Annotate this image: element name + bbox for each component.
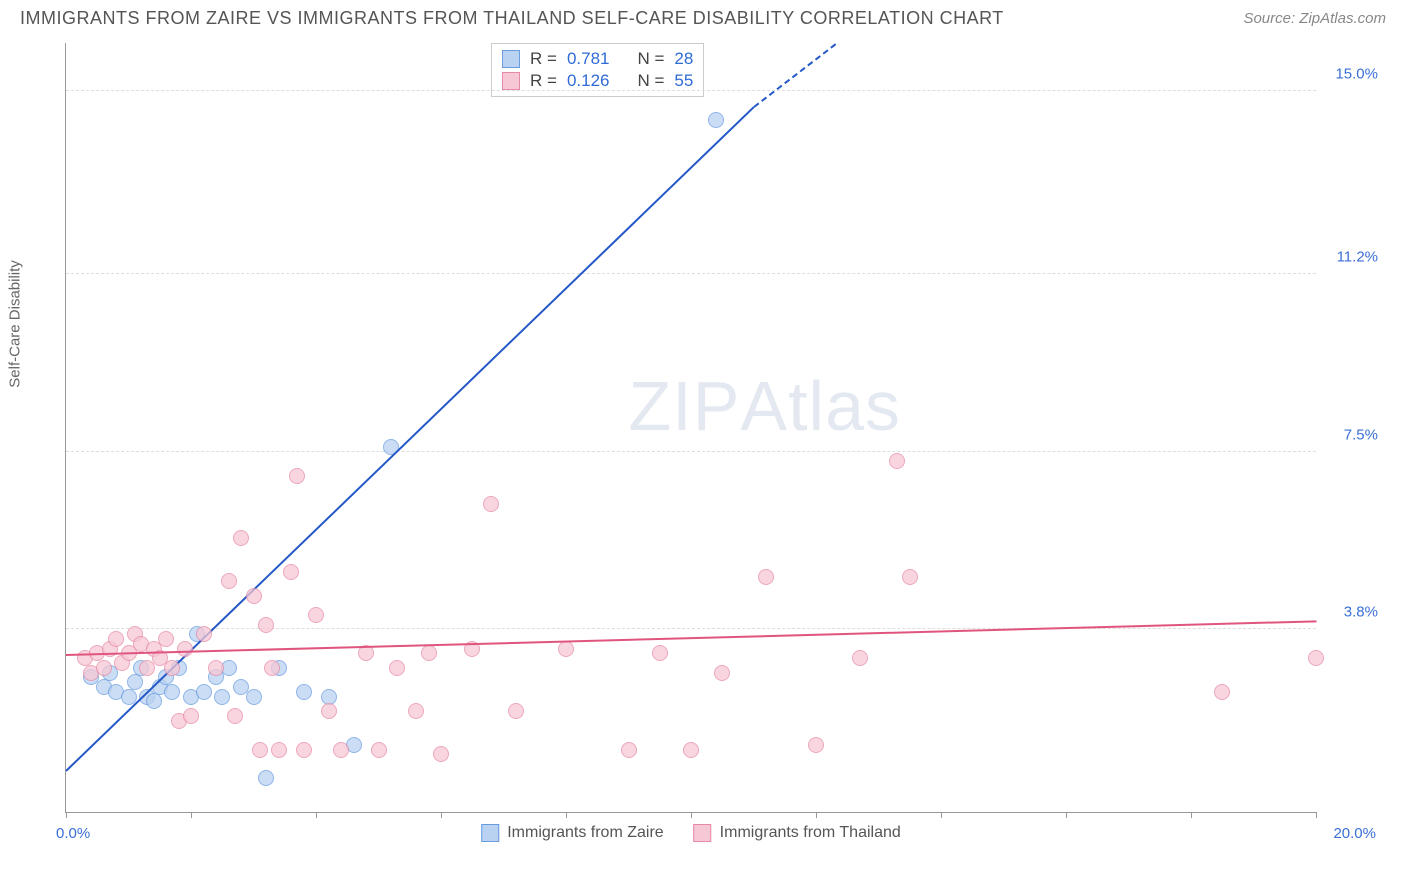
legend-swatch xyxy=(502,50,520,68)
data-point xyxy=(889,453,905,469)
n-label: N = xyxy=(637,71,664,91)
y-tick-label: 7.5% xyxy=(1344,426,1378,443)
data-point xyxy=(389,660,405,676)
y-tick-label: 15.0% xyxy=(1335,66,1378,83)
data-point xyxy=(258,770,274,786)
data-point xyxy=(621,742,637,758)
y-tick-label: 3.8% xyxy=(1344,604,1378,621)
data-point xyxy=(227,708,243,724)
data-point xyxy=(183,708,199,724)
legend-swatch xyxy=(502,72,520,90)
x-tick xyxy=(316,812,317,818)
data-point xyxy=(252,742,268,758)
correlation-legend: R = 0.781 N = 28 R = 0.126 N = 55 xyxy=(491,43,704,97)
data-point xyxy=(146,693,162,709)
x-tick xyxy=(191,812,192,818)
data-point xyxy=(758,569,774,585)
scatter-plot: ZIPAtlas R =0.781N =28R =0.126N =55 Immi… xyxy=(65,43,1316,813)
data-point xyxy=(652,645,668,661)
watermark: ZIPAtlas xyxy=(629,366,902,446)
legend-label: Immigrants from Zaire xyxy=(507,824,663,842)
data-point xyxy=(296,742,312,758)
x-min-label: 0.0% xyxy=(56,825,90,842)
data-point xyxy=(221,573,237,589)
n-value: 28 xyxy=(674,49,693,69)
x-tick xyxy=(66,812,67,818)
data-point xyxy=(483,496,499,512)
data-point xyxy=(508,703,524,719)
legend-swatch xyxy=(694,824,712,842)
chart-area: Self-Care Disability ZIPAtlas R =0.781N … xyxy=(20,33,1386,853)
legend-label: Immigrants from Thailand xyxy=(720,824,901,842)
x-tick xyxy=(1191,812,1192,818)
data-point xyxy=(902,569,918,585)
data-point xyxy=(271,742,287,758)
data-point xyxy=(333,742,349,758)
legend-item: Immigrants from Zaire xyxy=(481,824,663,842)
legend-item: Immigrants from Thailand xyxy=(694,824,901,842)
data-point xyxy=(208,660,224,676)
y-tick-label: 11.2% xyxy=(1337,248,1378,265)
data-point xyxy=(421,645,437,661)
x-tick xyxy=(1316,812,1317,818)
data-point xyxy=(433,746,449,762)
data-point xyxy=(1308,650,1324,666)
data-point xyxy=(214,689,230,705)
series-legend: Immigrants from Zaire Immigrants from Tha… xyxy=(481,824,901,842)
data-point xyxy=(164,684,180,700)
correlation-row: R = 0.781 N = 28 xyxy=(502,48,693,70)
data-point xyxy=(233,530,249,546)
data-point xyxy=(108,631,124,647)
data-point xyxy=(308,607,324,623)
x-tick xyxy=(941,812,942,818)
data-point xyxy=(164,660,180,676)
r-value: 0.126 xyxy=(567,71,610,91)
x-tick xyxy=(691,812,692,818)
y-axis-label: Self-Care Disability xyxy=(7,260,24,388)
data-point xyxy=(196,626,212,642)
trendline xyxy=(66,621,1317,657)
x-tick xyxy=(566,812,567,818)
data-point xyxy=(127,674,143,690)
data-point xyxy=(296,684,312,700)
data-point xyxy=(808,737,824,753)
data-point xyxy=(264,660,280,676)
gridline xyxy=(66,451,1316,452)
data-point xyxy=(408,703,424,719)
data-point xyxy=(321,703,337,719)
gridline xyxy=(66,628,1316,629)
r-value: 0.781 xyxy=(567,49,610,69)
correlation-row: R = 0.126 N = 55 xyxy=(502,70,693,92)
n-value: 55 xyxy=(674,71,693,91)
data-point xyxy=(708,112,724,128)
x-tick xyxy=(441,812,442,818)
r-label: R = xyxy=(530,71,557,91)
data-point xyxy=(258,617,274,633)
gridline xyxy=(66,90,1316,91)
data-point xyxy=(289,468,305,484)
data-point xyxy=(714,665,730,681)
data-point xyxy=(246,588,262,604)
data-point xyxy=(158,631,174,647)
data-point xyxy=(283,564,299,580)
legend-swatch xyxy=(481,824,499,842)
source-label: Source: ZipAtlas.com xyxy=(1243,10,1386,27)
data-point xyxy=(852,650,868,666)
n-label: N = xyxy=(637,49,664,69)
data-point xyxy=(196,684,212,700)
data-point xyxy=(1214,684,1230,700)
data-point xyxy=(683,742,699,758)
data-point xyxy=(371,742,387,758)
data-point xyxy=(558,641,574,657)
data-point xyxy=(246,689,262,705)
x-tick xyxy=(1066,812,1067,818)
trendline-extrapolated xyxy=(753,43,836,107)
x-max-label: 20.0% xyxy=(1333,825,1376,842)
x-tick xyxy=(816,812,817,818)
r-label: R = xyxy=(530,49,557,69)
gridline xyxy=(66,273,1316,274)
chart-title: IMMIGRANTS FROM ZAIRE VS IMMIGRANTS FROM… xyxy=(20,8,1004,29)
data-point xyxy=(177,641,193,657)
data-point xyxy=(96,660,112,676)
